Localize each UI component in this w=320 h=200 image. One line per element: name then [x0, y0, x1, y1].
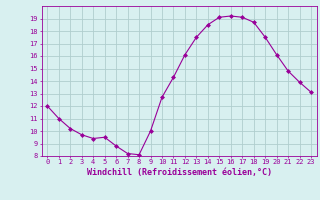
X-axis label: Windchill (Refroidissement éolien,°C): Windchill (Refroidissement éolien,°C)	[87, 168, 272, 177]
